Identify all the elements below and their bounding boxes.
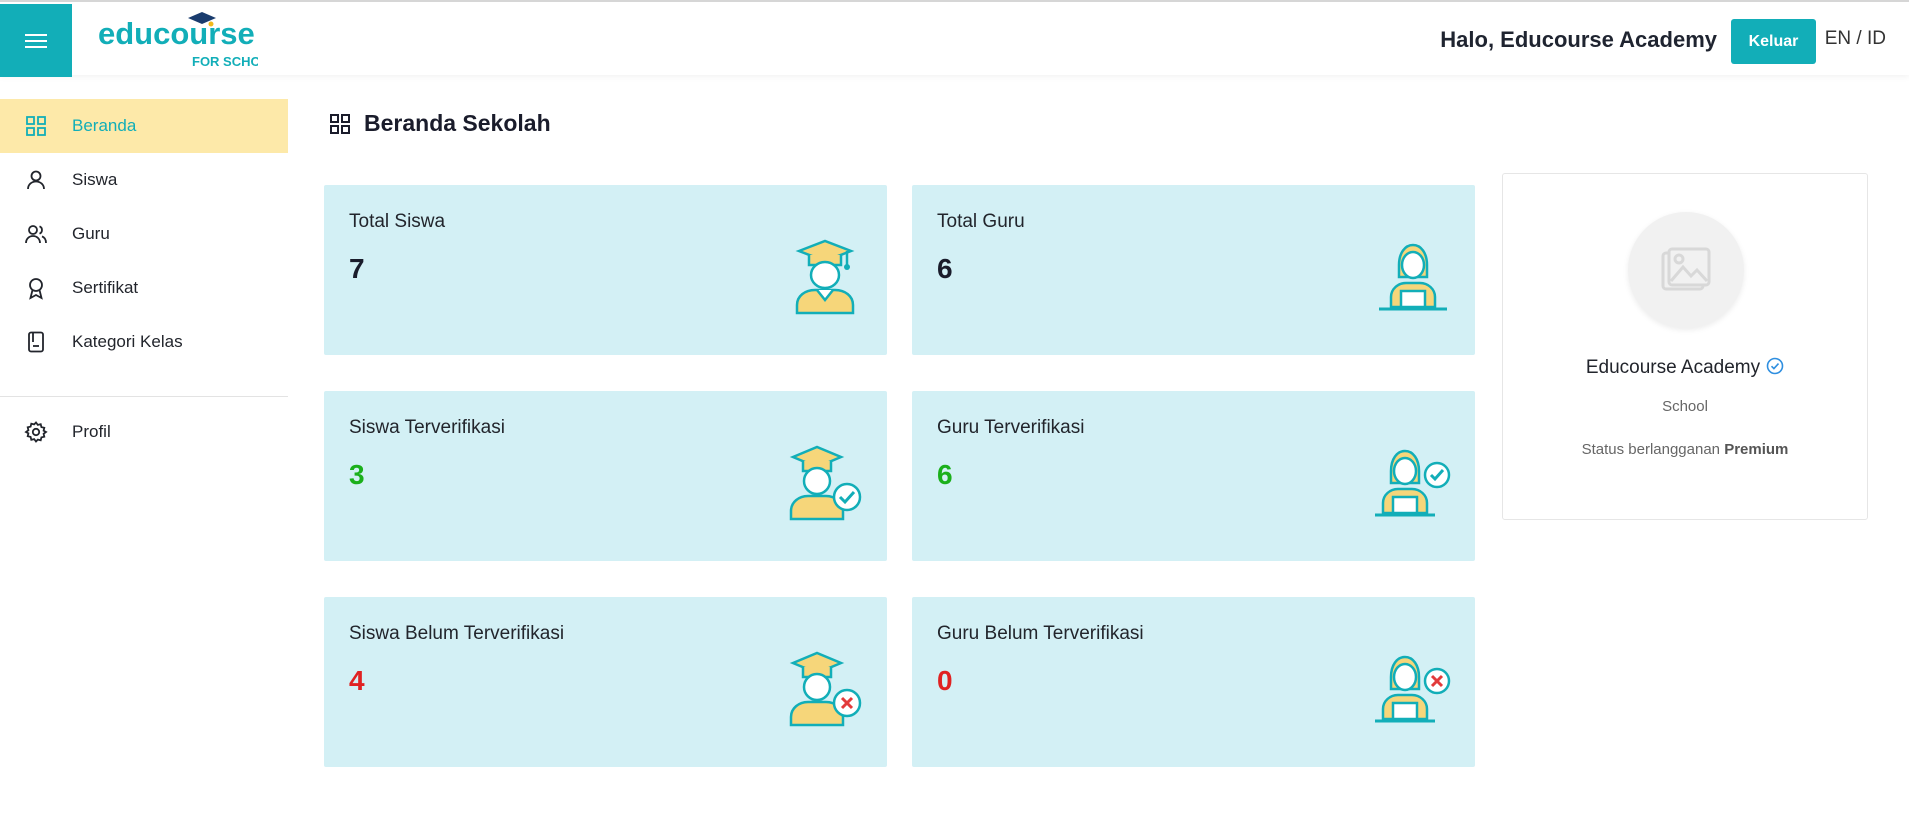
page-title-text: Beranda Sekolah: [364, 110, 551, 136]
card-label: Siswa Belum Terverifikasi: [349, 623, 565, 644]
language-switcher: EN / ID: [1825, 28, 1886, 50]
educourse-logo[interactable]: educourse FOR SCHOOL: [98, 12, 279, 70]
card-value: 7: [349, 253, 365, 284]
stat-card-siswa-terverifikasi: Siswa Terverifikasi 3: [324, 391, 887, 561]
card-label: Total Guru: [937, 211, 1025, 232]
card-value: 6: [937, 459, 953, 490]
sidebar-item-label: Profil: [72, 422, 111, 441]
teacher-icon: [1379, 243, 1447, 311]
subscription-status: Status berlangganan Premium: [1503, 441, 1867, 458]
greeting-text: Halo, Educourse Academy: [1440, 27, 1717, 52]
top-bar: educourse FOR SCHOOL Halo, Educourse Aca…: [0, 0, 1909, 77]
image-placeholder-icon: [1661, 247, 1711, 291]
student-verified-icon: [789, 445, 862, 521]
card-value: 4: [349, 665, 365, 696]
logout-button[interactable]: Keluar: [1731, 19, 1816, 64]
lang-separator: /: [1851, 28, 1867, 49]
sidebar-item-label: Kategori Kelas: [72, 332, 183, 351]
user-icon: [24, 168, 48, 192]
sidebar-item-profil[interactable]: Profil: [0, 405, 288, 459]
teacher-unverified-icon: [1375, 655, 1451, 723]
sidebar-item-siswa[interactable]: Siswa: [0, 153, 288, 207]
teacher-verified-icon: [1375, 449, 1451, 517]
card-label: Total Siswa: [349, 211, 446, 232]
school-profile-card: Educourse Academy School Status berlangg…: [1502, 173, 1868, 520]
student-icon: [795, 239, 855, 315]
stat-card-guru-belum-terverifikasi: Guru Belum Terverifikasi 0: [912, 597, 1475, 767]
menu-toggle-button[interactable]: [0, 4, 72, 77]
sidebar-divider: [0, 396, 288, 397]
award-icon: [24, 276, 48, 300]
sidebar-item-guru[interactable]: Guru: [0, 207, 288, 261]
stat-card-guru-terverifikasi: Guru Terverifikasi 6: [912, 391, 1475, 561]
verified-check-icon: [1766, 357, 1784, 381]
sidebar-item-beranda[interactable]: Beranda: [0, 99, 288, 153]
sidebar-item-label: Sertifikat: [72, 278, 139, 297]
card-value: 0: [937, 665, 953, 696]
student-unverified-icon: [789, 651, 862, 727]
sidebar-item-label: Siswa: [72, 170, 118, 189]
page-title: Beranda Sekolah: [328, 110, 551, 137]
sidebar-item-sertifikat[interactable]: Sertifikat: [0, 261, 288, 315]
stat-card-total-siswa: Total Siswa 7: [324, 185, 887, 355]
stat-card-total-guru: Total Guru 6: [912, 185, 1475, 355]
subscription-status-value: Premium: [1724, 441, 1789, 458]
hamburger-icon: [25, 33, 47, 48]
svg-text:FOR SCHOOL: FOR SCHOOL: [192, 54, 258, 69]
stat-card-siswa-belum-terverifikasi: Siswa Belum Terverifikasi 4: [324, 597, 887, 767]
card-label: Guru Belum Terverifikasi: [937, 623, 1144, 644]
card-value: 6: [937, 253, 953, 284]
sidebar-item-label: Guru: [72, 224, 110, 243]
card-label: Siswa Terverifikasi: [349, 417, 505, 438]
sidebar: Beranda Siswa Guru Sertifikat: [0, 99, 288, 459]
gear-icon: [24, 420, 48, 444]
school-name: Educourse Academy: [1503, 357, 1867, 381]
svg-text:educourse: educourse: [98, 16, 255, 51]
sidebar-item-label: Beranda: [72, 116, 137, 135]
avatar: [1628, 212, 1744, 328]
card-label: Guru Terverifikasi: [937, 417, 1085, 438]
lang-en-link[interactable]: EN: [1824, 28, 1852, 49]
users-icon: [24, 222, 48, 246]
subscription-status-label: Status berlangganan: [1581, 441, 1721, 458]
sidebar-item-kategori-kelas[interactable]: Kategori Kelas: [0, 315, 288, 369]
grid-icon: [24, 114, 48, 138]
lang-id-link[interactable]: ID: [1867, 28, 1886, 49]
grid-icon: [328, 112, 352, 136]
card-value: 3: [349, 459, 365, 490]
book-icon: [24, 330, 48, 354]
school-name-text: Educourse Academy: [1585, 357, 1761, 378]
school-type: School: [1662, 398, 1708, 415]
